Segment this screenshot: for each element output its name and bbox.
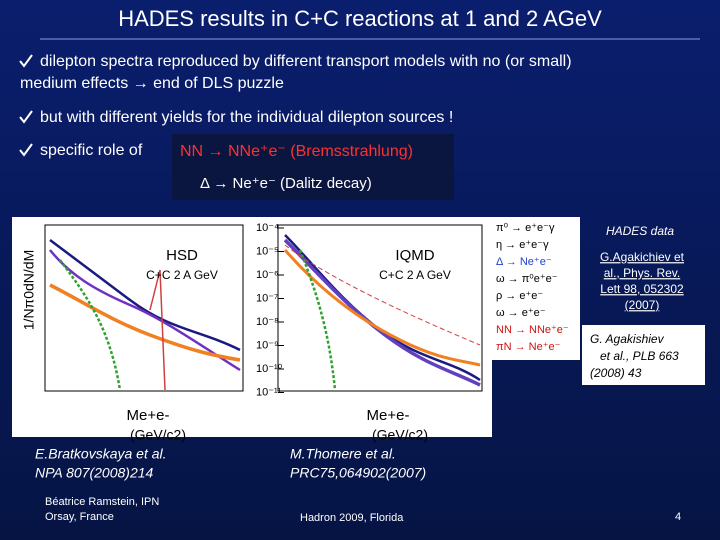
bremsstrahlung: NN → NNe⁺e⁻ (Bremsstrahlung) xyxy=(180,143,413,160)
right-y-ticks: 10⁻⁴ 10⁻⁵ 10⁻⁶ 10⁻⁷ 10⁻⁸ 10⁻⁹ 10⁻¹⁰ 10⁻¹¹ xyxy=(256,222,284,398)
legend-label: ω → e⁺e⁻ xyxy=(496,307,546,319)
y-tick-label: 10⁻¹⁰ xyxy=(256,363,283,375)
legend-label: η → e⁺e⁻γ xyxy=(496,239,549,251)
y-tick-label: 10⁻⁶ xyxy=(256,269,279,281)
page-number: 4 xyxy=(675,511,681,523)
author: Orsay, France xyxy=(45,511,114,523)
reference: M.Thomere et al. xyxy=(290,446,396,462)
author: Béatrice Ramstein, IPN xyxy=(45,496,159,508)
curve xyxy=(49,283,241,362)
bullet-text: medium effects → end of DLS puzzle xyxy=(20,75,284,92)
reference-line: al., Phys. Rev. xyxy=(604,266,680,280)
bullet-text: specific role of xyxy=(40,142,143,159)
bullet-text: but with different yields for the indivi… xyxy=(40,109,453,126)
curve xyxy=(49,249,241,372)
system-label: C+C 2 A GeV xyxy=(379,268,451,282)
legend-label: πN → Ne⁺e⁻ xyxy=(496,341,561,353)
conference: Hadron 2009, Florida xyxy=(300,512,404,524)
checkmarks xyxy=(19,54,33,157)
y-tick-label: 10⁻⁸ xyxy=(256,316,279,328)
dalitz: Δ → Ne⁺e⁻ (Dalitz decay) xyxy=(200,175,372,192)
legend-label: ω → π⁰e⁺e⁻ xyxy=(496,273,558,285)
y-tick-label: 10⁻⁵ xyxy=(256,245,279,257)
curve xyxy=(283,238,481,387)
legend: π⁰ → e⁺e⁻γ η → e⁺e⁻γ Δ → Ne⁺e⁻ ω → π⁰e⁺e⁻ ρ … xyxy=(496,222,569,353)
legend-panel xyxy=(492,217,580,360)
data-label: HADES data xyxy=(606,224,674,238)
left-axes xyxy=(44,224,244,392)
y-tick-label: 10⁻⁴ xyxy=(256,222,279,234)
reference: NPA 807(2008)214 xyxy=(35,465,154,481)
system-label: C+C 2 A GeV xyxy=(146,268,218,282)
reference-line: (2008) 43 xyxy=(590,366,642,380)
curve xyxy=(298,249,337,391)
y-axis-label: 1/Nπ0dN/dM xyxy=(21,250,37,330)
curve xyxy=(149,269,166,391)
x-axis-label: Me+e- xyxy=(367,407,410,424)
reference: PRC75,064902(2007) xyxy=(290,465,426,481)
checkmark xyxy=(19,110,33,124)
legend-label: π⁰ → e⁺e⁻γ xyxy=(496,222,555,234)
model-label: HSD xyxy=(166,247,198,264)
plb-box xyxy=(582,325,705,385)
curve xyxy=(49,239,241,352)
reference-line: et al., PLB 663 xyxy=(600,349,679,363)
checkmark xyxy=(19,54,33,68)
curve xyxy=(283,249,481,367)
curve xyxy=(284,244,481,346)
reference-line: (2007) xyxy=(625,298,660,312)
y-tick-label: 10⁻⁷ xyxy=(256,292,278,304)
reference: E.Bratkovskaya et al. xyxy=(35,446,167,462)
reference-line: G.Agakichiev et xyxy=(600,250,685,264)
right-axes xyxy=(277,224,483,392)
highlight-box xyxy=(172,134,454,200)
checkmark xyxy=(19,143,33,157)
reference-line: G. Agakishiev xyxy=(590,332,665,346)
legend-label: Δ → Ne⁺e⁻ xyxy=(496,256,552,268)
bullet-text: dilepton spectra reproduced by different… xyxy=(40,53,572,70)
reference-line: Lett 98, 052302 xyxy=(600,282,684,296)
x-axis-label: (GeV/c2) xyxy=(130,427,186,443)
title: HADES results in C+C reactions at 1 and … xyxy=(118,6,602,31)
y-tick-label: 10⁻⁹ xyxy=(256,339,279,351)
x-axis-label: Me+e- xyxy=(127,407,170,424)
prl-reference: G.Agakichiev et al., Phys. Rev. Lett 98, 0… xyxy=(600,250,685,312)
y-tick-label: 10⁻¹¹ xyxy=(256,386,282,398)
left-curves xyxy=(49,239,241,391)
model-label: IQMD xyxy=(395,247,434,264)
legend-label: ρ → e⁺e⁻ xyxy=(496,290,543,302)
x-axis-label: (GeV/c2) xyxy=(372,427,428,443)
right-curves xyxy=(283,234,481,391)
plb-reference: G. Agakishiev et al., PLB 663 (2008) 43 xyxy=(590,332,679,380)
plot-panel xyxy=(12,217,492,437)
legend-label: NN → NNe⁺e⁻ xyxy=(496,324,569,336)
curve xyxy=(58,259,122,391)
